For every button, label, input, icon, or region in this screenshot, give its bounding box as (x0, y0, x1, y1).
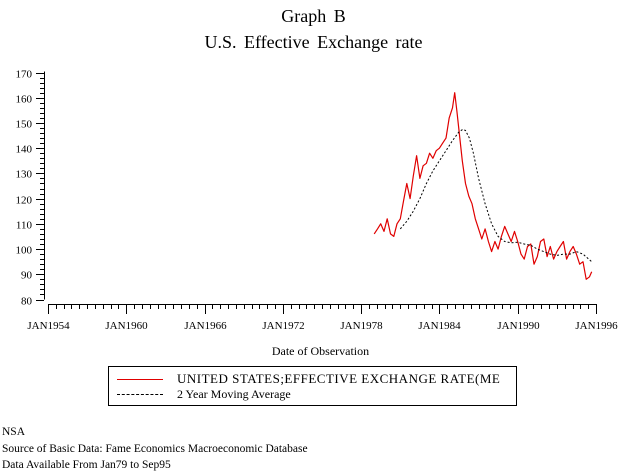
legend-swatch-dashed-black (117, 393, 163, 395)
legend-item-exchange-rate: UNITED STATES;EFFECTIVE EXCHANGE RATE(ME (117, 371, 501, 386)
series-line-moving-average (399, 128, 593, 263)
series-layer (373, 92, 593, 280)
y-tick-label: 160 (16, 94, 33, 106)
y-tick-label: 80 (21, 296, 33, 308)
legend-item-moving-average: 2 Year Moving Average (117, 387, 291, 401)
footnote-source: Source of Basic Data: Fame Economics Mac… (2, 443, 308, 455)
footnote-nsa: NSA (2, 426, 26, 438)
x-tick-label: JAN1996 (575, 320, 618, 332)
x-tick-label: JAN1966 (184, 320, 227, 332)
legend-label: 2 Year Moving Average (177, 386, 291, 401)
x-tick-label: JAN1990 (497, 320, 540, 332)
y-tick-label: 150 (16, 119, 33, 131)
chart-plot-area: 80 90 100 110 120 130 140 150 160 170 JAN1954 JAN19… (16, 69, 619, 333)
y-tick-label: 170 (16, 69, 33, 81)
x-tick-label: JAN1978 (340, 320, 383, 332)
footnote-availability: Data Available From Jan79 to Sep95 (2, 459, 171, 471)
chart-subtitle: U.S. Effective Exchange rate (204, 32, 423, 52)
y-tick-label: 140 (16, 144, 33, 156)
y-tick-label: 90 (21, 270, 33, 282)
y-tick-label: 120 (16, 195, 33, 207)
legend: UNITED STATES;EFFECTIVE EXCHANGE RATE(ME… (108, 366, 517, 406)
legend-swatch-solid-red (117, 378, 163, 380)
x-tick-label: JAN1960 (105, 320, 148, 332)
x-tick-label: JAN1954 (27, 320, 70, 332)
y-tick-label: 130 (16, 169, 33, 181)
legend-label: UNITED STATES;EFFECTIVE EXCHANGE RATE(ME (177, 371, 501, 386)
y-tick-label: 100 (16, 245, 33, 257)
x-tick-label: JAN1984 (418, 320, 461, 332)
x-axis-label: Date of Observation (271, 344, 370, 358)
series-line-exchange-rate (373, 92, 593, 280)
y-tick-label: 110 (16, 220, 33, 232)
chart-title: Graph B (281, 6, 346, 26)
axes: 80 90 100 110 120 130 140 150 160 170 JAN1954 JAN19… (16, 69, 619, 333)
x-tick-label: JAN1972 (262, 320, 304, 332)
